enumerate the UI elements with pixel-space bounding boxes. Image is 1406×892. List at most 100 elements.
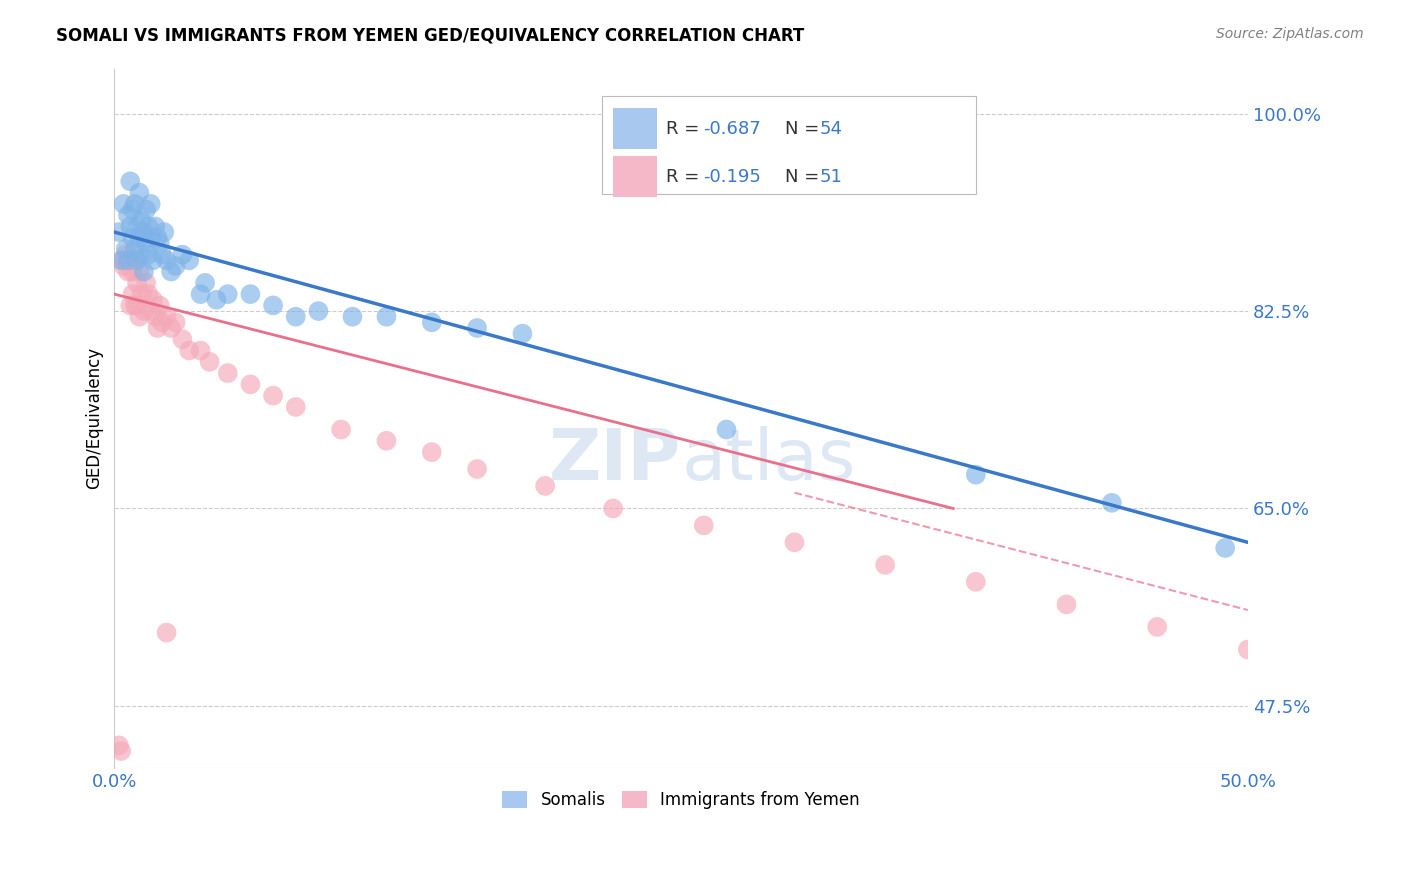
Point (284, 310, 307, 324)
Point (121, 287, 143, 301)
Point (284, 400, 307, 414)
Point (165, 315, 187, 329)
Point (420, 445, 443, 459)
Point (716, 423, 738, 437)
Text: -0.687: -0.687 (703, 120, 761, 137)
Point (138, 219, 160, 234)
Point (131, 214, 153, 228)
Point (153, 225, 176, 239)
Point (150, 247, 173, 261)
Point (465, 462, 488, 476)
Point (262, 389, 284, 403)
Point (160, 264, 183, 278)
Point (108, 739, 131, 753)
Point (217, 366, 239, 380)
Point (534, 479, 557, 493)
Text: R =: R = (666, 120, 706, 137)
Point (124, 298, 146, 312)
Text: N =: N = (786, 168, 825, 186)
Point (143, 310, 166, 324)
Point (198, 355, 221, 369)
Point (155, 253, 177, 268)
Point (190, 287, 212, 301)
Point (121, 264, 143, 278)
Point (112, 197, 135, 211)
Point (132, 304, 155, 318)
Point (217, 287, 239, 301)
Point (124, 253, 146, 268)
Point (342, 310, 364, 324)
Point (512, 326, 534, 341)
Point (1213, 541, 1236, 555)
Point (117, 208, 139, 222)
Point (132, 264, 155, 278)
Point (239, 287, 262, 301)
Point (190, 343, 212, 358)
Point (262, 298, 284, 312)
Point (120, 253, 142, 268)
Point (124, 242, 146, 256)
Point (138, 287, 160, 301)
Text: N =: N = (786, 120, 825, 137)
Point (375, 434, 398, 448)
Point (965, 467, 987, 482)
Point (205, 293, 228, 307)
Point (132, 225, 155, 239)
Point (114, 247, 136, 261)
Point (139, 231, 162, 245)
Point (150, 315, 173, 329)
Point (179, 343, 201, 358)
Point (110, 744, 132, 758)
Text: -0.195: -0.195 (703, 168, 761, 186)
Point (131, 287, 153, 301)
Point (420, 315, 443, 329)
Point (108, 225, 131, 239)
Point (142, 253, 165, 268)
Point (602, 501, 624, 516)
Text: 54: 54 (820, 120, 842, 137)
Point (125, 276, 148, 290)
Point (1056, 598, 1078, 612)
Point (121, 231, 143, 245)
Point (194, 276, 217, 290)
Point (120, 298, 142, 312)
Point (160, 321, 183, 335)
Point (783, 535, 806, 549)
Point (139, 197, 162, 211)
Point (149, 236, 172, 251)
Point (693, 518, 716, 533)
FancyBboxPatch shape (613, 156, 658, 197)
Point (135, 276, 157, 290)
Point (155, 310, 177, 324)
Point (146, 321, 169, 335)
Point (143, 219, 166, 234)
Point (139, 304, 162, 318)
Point (330, 423, 353, 437)
Point (875, 558, 897, 572)
Point (172, 332, 194, 346)
Text: SOMALI VS IMMIGRANTS FROM YEMEN GED/EQUIVALENCY CORRELATION CHART: SOMALI VS IMMIGRANTS FROM YEMEN GED/EQUI… (56, 27, 804, 45)
Text: 51: 51 (820, 168, 842, 186)
Point (146, 231, 169, 245)
Text: atlas: atlas (681, 425, 855, 495)
Point (138, 247, 160, 261)
Point (239, 377, 262, 392)
Text: ZIP: ZIP (548, 425, 681, 495)
Point (1146, 620, 1168, 634)
Point (149, 298, 172, 312)
Y-axis label: GED/Equivalency: GED/Equivalency (86, 347, 103, 490)
Point (131, 247, 153, 261)
Point (120, 174, 142, 188)
Point (125, 253, 148, 268)
Point (128, 186, 150, 200)
Point (117, 264, 139, 278)
Point (155, 625, 177, 640)
Point (114, 242, 136, 256)
Legend: Somalis, Immigrants from Yemen: Somalis, Immigrants from Yemen (495, 784, 866, 815)
Text: R =: R = (666, 168, 706, 186)
Point (142, 293, 165, 307)
Text: Source: ZipAtlas.com: Source: ZipAtlas.com (1216, 27, 1364, 41)
Point (1237, 642, 1260, 657)
Point (128, 231, 150, 245)
Point (124, 197, 146, 211)
